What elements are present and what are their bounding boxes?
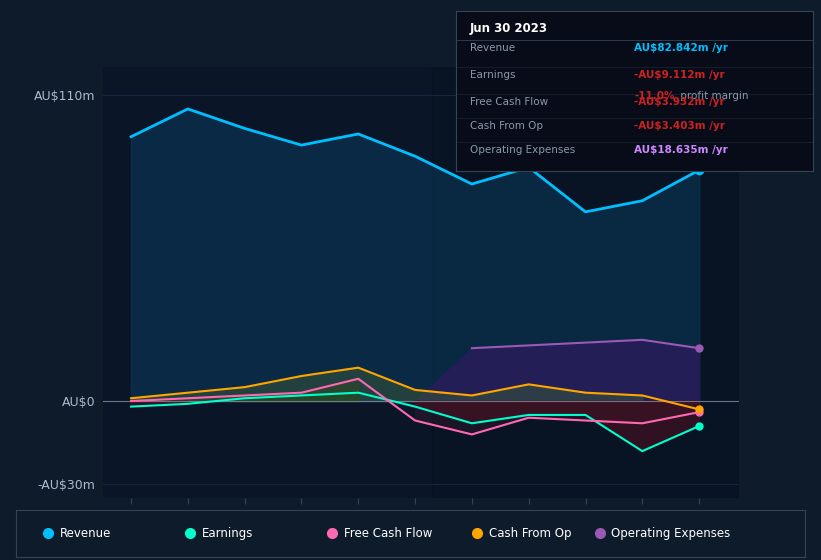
Text: AU$18.635m /yr: AU$18.635m /yr bbox=[635, 145, 728, 155]
Text: Jun 30 2023: Jun 30 2023 bbox=[470, 22, 548, 35]
Text: Earnings: Earnings bbox=[470, 70, 516, 80]
Text: Operating Expenses: Operating Expenses bbox=[612, 527, 731, 540]
Text: Cash From Op: Cash From Op bbox=[489, 527, 571, 540]
Text: -AU$3.932m /yr: -AU$3.932m /yr bbox=[635, 97, 725, 108]
Text: Operating Expenses: Operating Expenses bbox=[470, 145, 576, 155]
Text: Cash From Op: Cash From Op bbox=[470, 122, 543, 132]
Text: AU$82.842m /yr: AU$82.842m /yr bbox=[635, 43, 728, 53]
Text: Revenue: Revenue bbox=[470, 43, 515, 53]
Text: Free Cash Flow: Free Cash Flow bbox=[343, 527, 432, 540]
Text: -AU$3.403m /yr: -AU$3.403m /yr bbox=[635, 122, 725, 132]
Text: Revenue: Revenue bbox=[60, 527, 111, 540]
Text: Free Cash Flow: Free Cash Flow bbox=[470, 97, 548, 108]
Text: profit margin: profit margin bbox=[677, 91, 749, 101]
Text: -11.0%: -11.0% bbox=[635, 91, 675, 101]
Bar bbox=[432, 67, 739, 498]
Text: Earnings: Earnings bbox=[202, 527, 253, 540]
Text: -AU$9.112m /yr: -AU$9.112m /yr bbox=[635, 70, 725, 80]
